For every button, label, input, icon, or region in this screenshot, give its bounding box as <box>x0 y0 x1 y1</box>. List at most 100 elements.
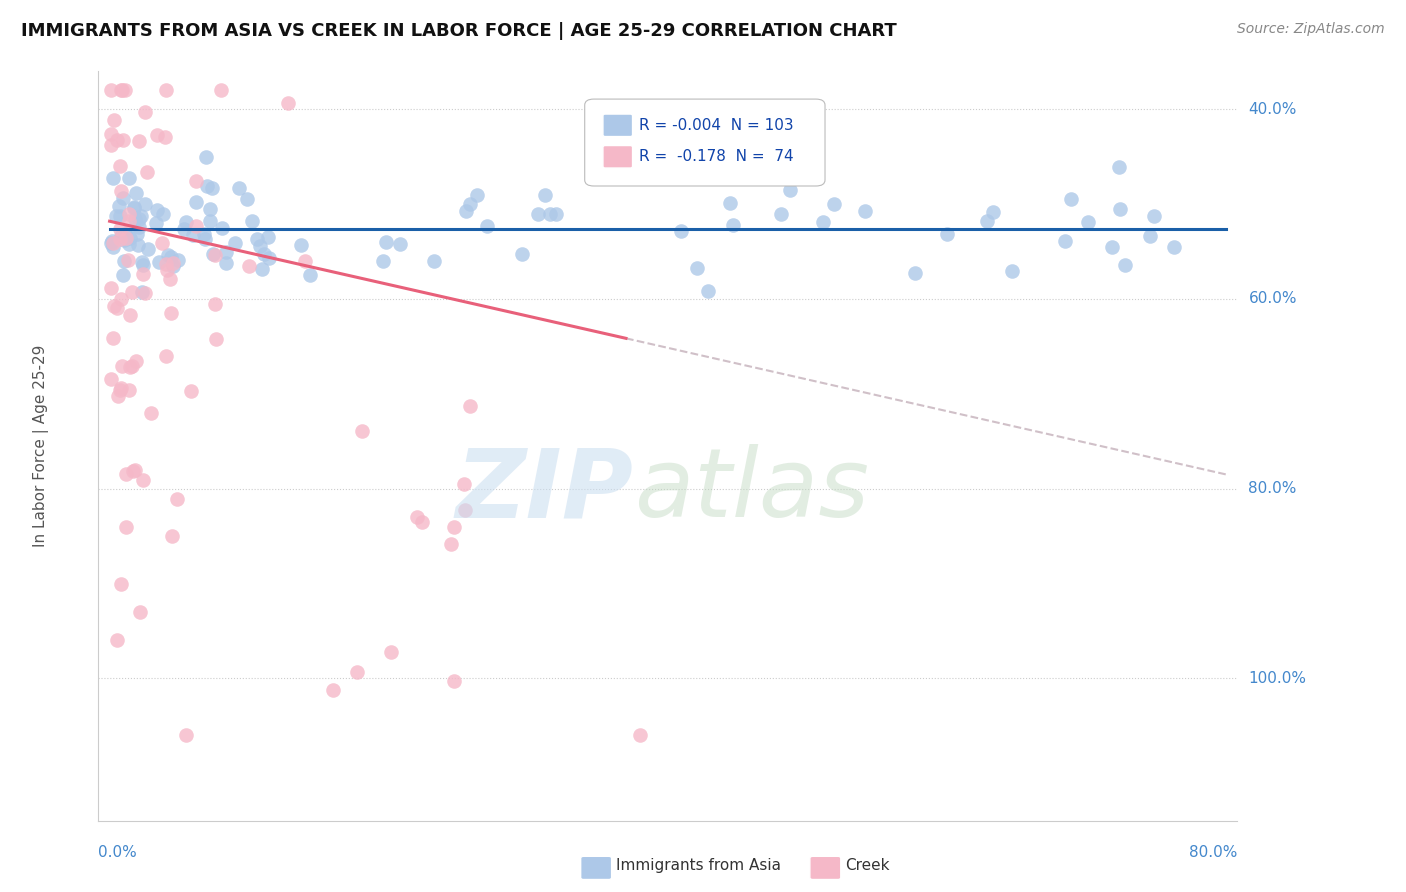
Point <box>132 267 155 281</box>
Text: 80.0%: 80.0% <box>1249 481 1296 496</box>
Point <box>1101 239 1123 253</box>
Point <box>118 236 141 251</box>
Point <box>204 297 226 311</box>
Point <box>110 184 132 198</box>
Text: In Labor Force | Age 25-29: In Labor Force | Age 25-29 <box>34 345 49 547</box>
Point <box>824 197 846 211</box>
Point <box>160 250 183 264</box>
Point <box>166 491 188 506</box>
Text: Creek: Creek <box>845 858 890 872</box>
Point <box>118 383 141 397</box>
Point <box>1077 215 1099 229</box>
Text: ZIP: ZIP <box>456 444 634 538</box>
Point <box>453 503 475 517</box>
Point <box>108 199 131 213</box>
Point <box>103 331 125 345</box>
Point <box>411 515 433 529</box>
Text: R = -0.004  N = 103: R = -0.004 N = 103 <box>640 118 794 133</box>
Point <box>209 83 232 97</box>
Point <box>546 207 568 221</box>
Point <box>114 83 136 97</box>
Point <box>769 207 792 221</box>
Point <box>458 399 481 413</box>
Point <box>110 576 132 591</box>
Point <box>195 178 218 193</box>
Point <box>108 383 131 397</box>
Point <box>117 252 139 267</box>
Point <box>205 332 228 346</box>
Point <box>100 235 122 250</box>
Point <box>294 253 316 268</box>
Point <box>136 243 159 257</box>
Point <box>150 236 173 251</box>
Point <box>124 353 146 368</box>
Point <box>156 263 179 277</box>
Point <box>108 222 131 236</box>
Point <box>423 254 446 268</box>
Point <box>176 728 198 742</box>
Point <box>159 272 181 286</box>
Point <box>166 253 188 268</box>
Point <box>440 536 463 550</box>
Point <box>120 359 142 374</box>
Point <box>122 464 145 478</box>
Point <box>136 164 159 178</box>
Point <box>105 633 128 648</box>
Point <box>155 257 177 271</box>
Point <box>211 220 233 235</box>
Point <box>131 285 153 300</box>
Point <box>101 236 124 251</box>
Point <box>103 299 125 313</box>
Point <box>321 683 343 698</box>
Point <box>100 83 122 97</box>
Point <box>186 219 208 233</box>
Point <box>352 424 374 438</box>
Point <box>155 349 177 363</box>
Point <box>127 238 149 252</box>
Point <box>117 214 139 228</box>
Point <box>1143 210 1166 224</box>
Point <box>146 128 169 142</box>
Point <box>1163 240 1185 254</box>
Point <box>152 207 174 221</box>
Point <box>380 644 402 658</box>
Text: IMMIGRANTS FROM ASIA VS CREEK IN LABOR FORCE | AGE 25-29 CORRELATION CHART: IMMIGRANTS FROM ASIA VS CREEK IN LABOR F… <box>21 22 897 40</box>
Point <box>475 219 498 234</box>
Point <box>184 195 207 210</box>
Point <box>121 359 143 374</box>
Point <box>101 234 124 248</box>
Point <box>124 211 146 226</box>
Text: Immigrants from Asia: Immigrants from Asia <box>616 858 780 872</box>
Point <box>107 388 129 402</box>
Point <box>215 245 238 260</box>
Point <box>114 227 136 242</box>
Point <box>388 237 411 252</box>
Point <box>443 520 465 534</box>
Point <box>186 174 208 188</box>
Point <box>104 209 127 223</box>
Point <box>162 529 184 543</box>
Point <box>115 230 138 244</box>
Point <box>105 133 128 147</box>
Text: 40.0%: 40.0% <box>1249 102 1296 117</box>
Point <box>108 209 131 223</box>
Point <box>110 292 132 306</box>
Point <box>129 605 152 619</box>
Point <box>538 206 561 220</box>
Point <box>134 286 156 301</box>
Point <box>134 104 156 119</box>
Point <box>131 255 153 269</box>
Point <box>148 255 170 269</box>
Text: 100.0%: 100.0% <box>1249 671 1306 686</box>
Point <box>100 138 122 153</box>
Point <box>697 284 720 298</box>
Point <box>100 281 122 295</box>
Point <box>160 306 183 320</box>
Point <box>110 83 132 97</box>
Point <box>129 209 152 223</box>
Point <box>405 510 427 524</box>
Point <box>125 227 148 241</box>
Text: atlas: atlas <box>634 444 869 538</box>
Point <box>257 230 280 244</box>
Point <box>180 384 202 399</box>
